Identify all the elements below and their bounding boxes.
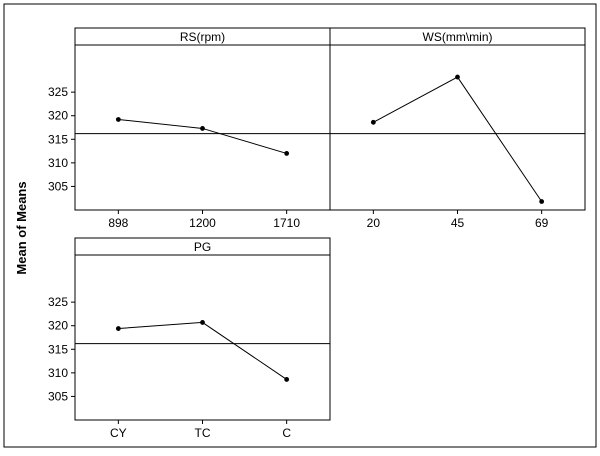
panel-title: PG	[194, 240, 211, 254]
y-tick-label: 310	[48, 366, 68, 380]
data-point	[370, 119, 376, 125]
y-tick-label: 325	[48, 85, 68, 99]
panel-0: RS(rpm) 305 310 315 320 325 898 1200 1710	[48, 27, 331, 230]
x-tick-label: TC	[195, 426, 211, 440]
y-tick-label: 305	[48, 179, 68, 193]
panel-2: PG 305 310 315 320 325 CY TC C	[48, 237, 331, 440]
x-tick-label: 1200	[189, 216, 216, 230]
x-tick-label: 45	[451, 216, 465, 230]
y-tick-label: 325	[48, 295, 68, 309]
x-tick-label: 1710	[273, 216, 300, 230]
panel-title: RS(rpm)	[180, 30, 225, 44]
data-point	[115, 117, 121, 122]
data-point	[200, 320, 205, 325]
y-tick-label: 320	[48, 109, 68, 123]
y-tick-label: 315	[48, 132, 68, 146]
x-tick-label: CY	[110, 426, 127, 440]
data-point	[200, 126, 205, 131]
data-point	[115, 326, 121, 331]
y-axis-label: Mean of Means	[14, 181, 29, 274]
data-point	[284, 151, 290, 156]
figure-border	[3, 3, 597, 448]
panel-title: WS(mm\min)	[423, 30, 493, 44]
y-tick-label: 320	[48, 319, 68, 333]
y-tick-label: 305	[48, 389, 68, 403]
x-tick-label: 69	[535, 216, 549, 230]
x-tick-label: 20	[367, 216, 381, 230]
y-tick-label: 315	[48, 342, 68, 356]
x-tick-label: C	[282, 426, 291, 440]
data-point	[284, 377, 290, 382]
x-tick-label: 898	[108, 216, 128, 230]
data-point	[455, 74, 460, 80]
y-tick-label: 310	[48, 156, 68, 170]
data-point	[539, 199, 545, 204]
panel-1: WS(mm\min) 20 45 69	[329, 27, 586, 230]
